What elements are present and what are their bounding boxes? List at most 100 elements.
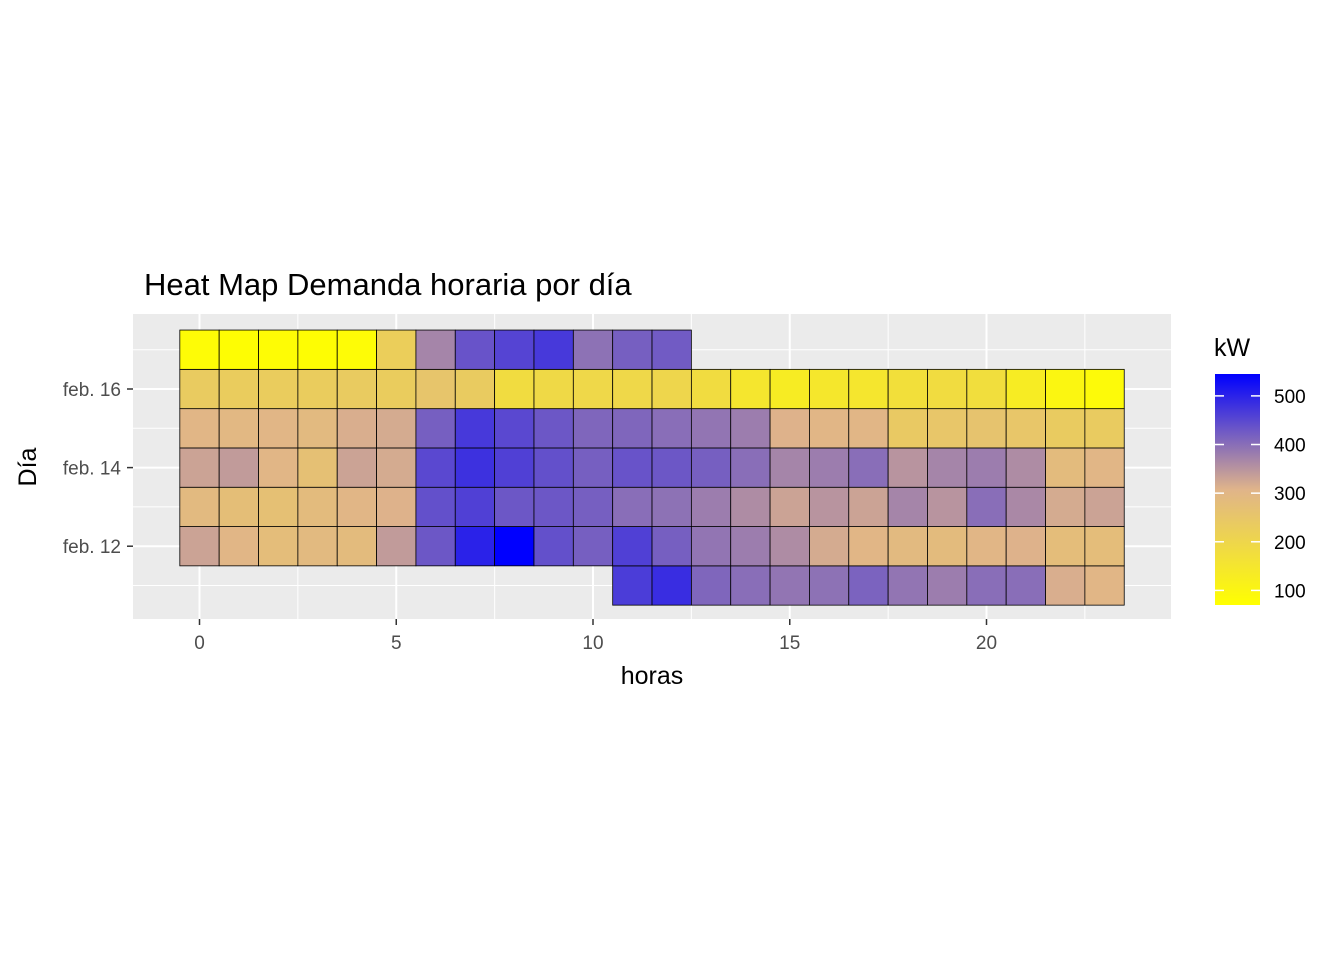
heatmap-tile [848, 408, 889, 449]
heatmap-tile [258, 408, 299, 449]
heatmap-tile [533, 329, 574, 370]
heatmap-tile [376, 368, 417, 410]
heatmap-tile [494, 368, 535, 410]
y-tick-label: feb. 16 [63, 380, 121, 401]
heatmap-tile [1005, 526, 1046, 567]
heatmap-tile [1084, 526, 1125, 567]
heatmap-tile [572, 526, 614, 567]
heatmap-tile [454, 329, 496, 370]
heatmap-tile [218, 526, 259, 567]
chart-title: Heat Map Demanda horaria por día [144, 267, 632, 302]
heatmap-tile [454, 368, 496, 410]
heatmap-tile [572, 368, 614, 410]
heatmap-tile [769, 565, 810, 606]
heatmap-tile [376, 526, 417, 567]
heatmap-tile [533, 447, 574, 488]
heatmap-tile [218, 486, 259, 527]
heatmap-tile [848, 526, 889, 567]
heatmap-tile [769, 447, 810, 488]
heatmap-tile [297, 329, 338, 370]
x-tick-label: 15 [779, 633, 800, 654]
heatmap-tile [1005, 368, 1046, 410]
heatmap-tile [1084, 408, 1125, 449]
heatmap-tile [1084, 447, 1125, 488]
heatmap-tile [612, 486, 653, 527]
legend-tick-label: 200 [1274, 533, 1306, 554]
heatmap-tile [533, 408, 574, 449]
x-tick-label: 20 [976, 633, 997, 654]
x-axis: 0 5 10 15 20 [194, 619, 997, 654]
heatmap-tile [218, 447, 259, 488]
heatmap-tile [887, 447, 928, 488]
heatmap-tile [258, 526, 299, 567]
heatmap-tile [730, 447, 771, 488]
heatmap-tile [966, 565, 1007, 606]
heatmap-tile [887, 408, 928, 449]
heatmap-tile [651, 408, 692, 449]
heatmap-tile [494, 408, 535, 449]
heatmap-tile [179, 526, 220, 567]
legend-tick-label: 300 [1274, 484, 1306, 505]
heatmap-tile [690, 565, 732, 606]
legend-colorbar [1215, 374, 1260, 605]
heatmap-tile [690, 447, 732, 488]
heatmap-tile [1045, 368, 1086, 410]
heatmap-tile [297, 368, 338, 410]
y-tick-label: feb. 14 [63, 459, 122, 480]
heatmap-tile [651, 447, 692, 488]
heatmap-tile [730, 565, 771, 606]
heatmap-tile [809, 486, 850, 527]
heatmap-tile [887, 526, 928, 567]
heatmap-tile [612, 447, 653, 488]
legend-tick-label: 400 [1274, 436, 1306, 457]
heatmap-tile [927, 486, 968, 527]
heatmap-tile [218, 368, 259, 410]
heatmap-tile [809, 408, 850, 449]
heatmap-tile [415, 329, 456, 370]
heatmap-tile [415, 447, 456, 488]
heatmap-tile [848, 368, 889, 410]
y-axis-title: Día [14, 447, 42, 486]
heatmap-tile [297, 408, 338, 449]
heatmap-tile [966, 447, 1007, 488]
heatmap-tile [809, 368, 850, 410]
heatmap-tile [966, 526, 1007, 567]
heatmap-tile [415, 368, 456, 410]
heatmap-tile [1045, 408, 1086, 449]
heatmap-tile [809, 447, 850, 488]
heatmap-tile [1045, 486, 1086, 527]
heatmap-tile [179, 447, 220, 488]
heatmap-tile [730, 486, 771, 527]
heatmap-tile [927, 526, 968, 567]
heatmap-tile [1084, 368, 1125, 410]
heatmap-tile [1005, 447, 1046, 488]
heatmap-tile [572, 408, 614, 449]
heatmap-tile [651, 526, 692, 567]
heatmap-tile [454, 447, 496, 488]
heatmap-tile [1005, 565, 1046, 606]
heatmap-tile [218, 329, 259, 370]
heatmap-tile [454, 526, 496, 567]
heatmap-tile [966, 486, 1007, 527]
color-legend: kW 100 200 300 400 500 [1214, 334, 1306, 605]
heatmap-tile [179, 408, 220, 449]
heatmap-tile [533, 368, 574, 410]
heatmap-tile [494, 447, 535, 488]
heatmap-tile [258, 368, 299, 410]
heatmap-tile [1045, 565, 1086, 606]
heatmap-tile [1045, 526, 1086, 567]
heatmap-tile [966, 408, 1007, 449]
heatmap-tile [887, 486, 928, 527]
heatmap-tile [1005, 486, 1046, 527]
heatmap-tile [494, 329, 535, 370]
heatmap-tile [1084, 565, 1125, 606]
heatmap-tile [415, 526, 456, 567]
heatmap-tile [336, 408, 377, 449]
x-axis-title: horas [621, 662, 684, 690]
heatmap-tile [1084, 486, 1125, 527]
heatmap-tile [927, 368, 968, 410]
heatmap-tile [927, 447, 968, 488]
heatmap-tile [179, 368, 220, 410]
heatmap-tile [376, 329, 417, 370]
heatmap-tile [533, 526, 574, 567]
